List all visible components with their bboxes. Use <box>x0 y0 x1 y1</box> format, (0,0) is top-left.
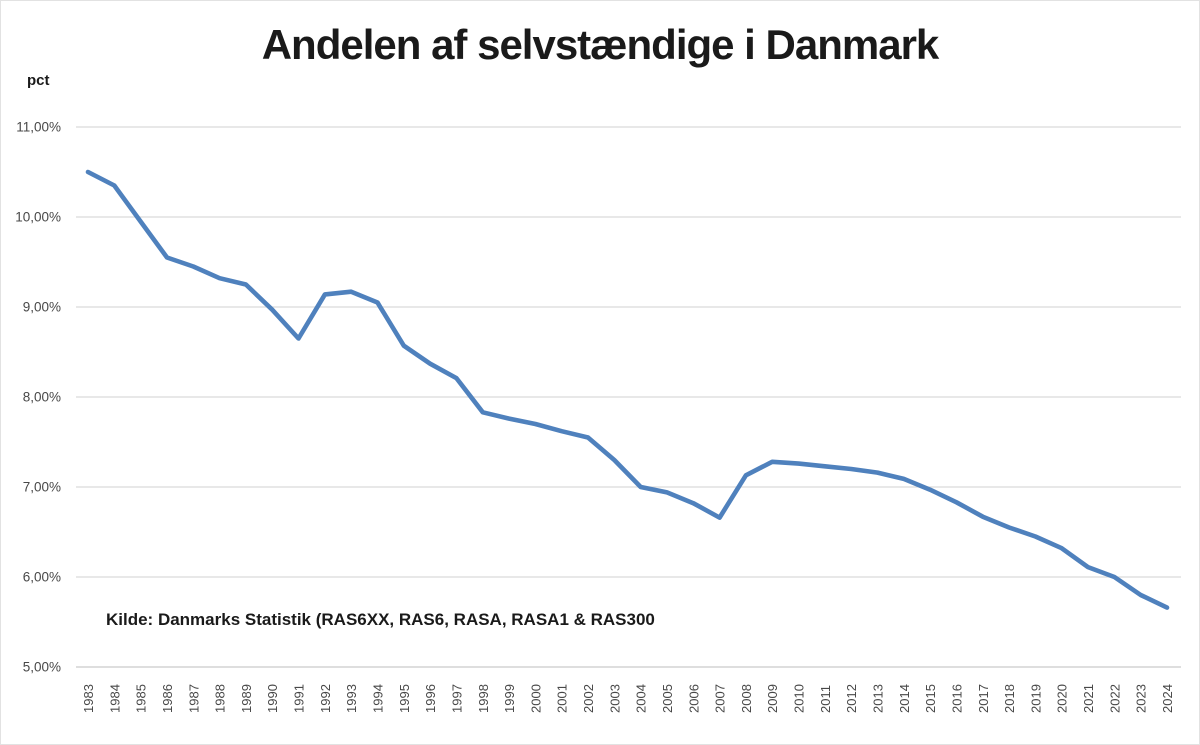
x-axis-tick-label: 1992 <box>318 684 333 713</box>
x-axis-tick-label: 1985 <box>134 684 149 713</box>
x-axis-tick-label: 2006 <box>686 684 701 713</box>
x-axis-tick-label: 2001 <box>555 684 570 713</box>
x-axis-tick-label: 1998 <box>476 684 491 713</box>
x-axis-tick-label: 1987 <box>186 684 201 713</box>
x-axis-tick-label: 2011 <box>818 685 833 713</box>
y-axis-tick-label: 7,00% <box>23 480 61 495</box>
x-axis-tick-label: 2010 <box>792 684 807 713</box>
data-series-group <box>85 169 1170 610</box>
x-axis-tick-label: 1993 <box>344 684 359 713</box>
x-axis-tick-label: 1999 <box>502 684 517 713</box>
y-axis-tick-labels: 11,00% 10,00% 9,00% 8,00% 7,00% 6,00% 5,00% <box>15 120 61 675</box>
x-axis-tick-label: 2022 <box>1107 684 1122 713</box>
y-axis-tick-label: 6,00% <box>23 570 61 585</box>
x-axis-tick-label: 1996 <box>423 684 438 713</box>
x-axis-tick-label: 2007 <box>713 684 728 713</box>
y-axis-tick-label: 10,00% <box>15 210 61 225</box>
x-axis-tick-label: 1986 <box>160 684 175 713</box>
y-axis-tick-label: 9,00% <box>23 300 61 315</box>
source-note: Kilde: Danmarks Statistik (RAS6XX, RAS6,… <box>106 610 655 629</box>
x-axis-tick-label: 2013 <box>871 684 886 713</box>
x-axis-tick-label: 2017 <box>976 684 991 713</box>
x-axis-tick-label: 2016 <box>950 684 965 713</box>
x-axis-tick-label: 2018 <box>1002 684 1017 713</box>
x-axis-tick-label: 2021 <box>1081 684 1096 713</box>
x-axis-tick-label: 1984 <box>107 684 122 713</box>
y-axis-tick-label: 5,00% <box>23 660 61 675</box>
x-axis-tick-label: 2014 <box>897 684 912 713</box>
x-axis-tick-label: 2020 <box>1055 684 1070 713</box>
x-axis-tick-label: 2024 <box>1160 684 1175 713</box>
gridlines-group <box>76 126 1181 668</box>
x-axis-tick-label: 1983 <box>81 684 96 713</box>
x-axis-tick-label: 2015 <box>923 684 938 713</box>
data-series-line <box>85 169 1170 610</box>
x-axis-tick-label: 2019 <box>1028 684 1043 713</box>
x-axis-tick-label: 1990 <box>265 684 280 713</box>
x-axis-tick-label: 2004 <box>634 684 649 713</box>
y-axis-unit-label: pct <box>27 72 50 89</box>
x-axis-tick-label: 2003 <box>607 684 622 713</box>
x-axis-tick-label: 1988 <box>213 684 228 713</box>
x-axis-tick-label: 2002 <box>581 684 596 713</box>
x-axis-tick-label: 2005 <box>660 684 675 713</box>
x-axis-tick-label: 2023 <box>1134 684 1149 713</box>
x-axis-tick-label: 2012 <box>844 684 859 713</box>
x-axis-tick-label: 1989 <box>239 684 254 713</box>
x-axis-tick-label: 1991 <box>292 684 307 713</box>
chart-title: Andelen af selvstændige i Danmark <box>261 21 940 68</box>
x-axis-tick-labels: 1983 1984 1985 1986 1987 1988 1989 1990 1991 1992… <box>81 684 1175 713</box>
x-axis-tick-label: 1994 <box>371 684 386 713</box>
y-axis-tick-label: 11,00% <box>16 120 61 135</box>
x-axis-tick-label: 2009 <box>765 684 780 713</box>
x-axis-tick-label: 1995 <box>397 684 412 713</box>
y-axis-tick-label: 8,00% <box>23 390 61 405</box>
x-axis-tick-label: 2008 <box>739 684 754 713</box>
x-axis-tick-label: 1997 <box>449 684 464 713</box>
x-axis-tick-label: 2000 <box>528 684 543 713</box>
